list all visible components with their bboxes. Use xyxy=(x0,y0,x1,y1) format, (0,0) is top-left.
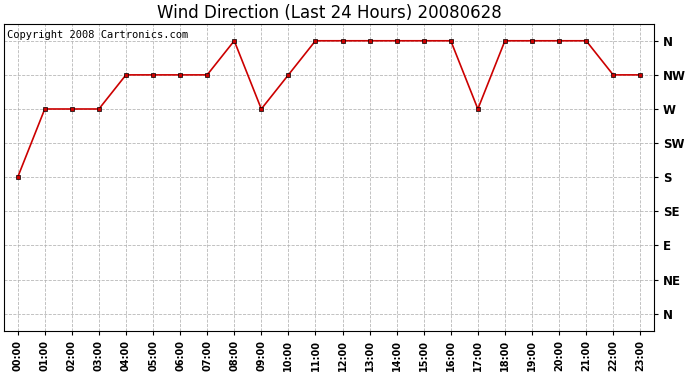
Title: Wind Direction (Last 24 Hours) 20080628: Wind Direction (Last 24 Hours) 20080628 xyxy=(157,4,502,22)
Text: Copyright 2008 Cartronics.com: Copyright 2008 Cartronics.com xyxy=(8,30,188,40)
